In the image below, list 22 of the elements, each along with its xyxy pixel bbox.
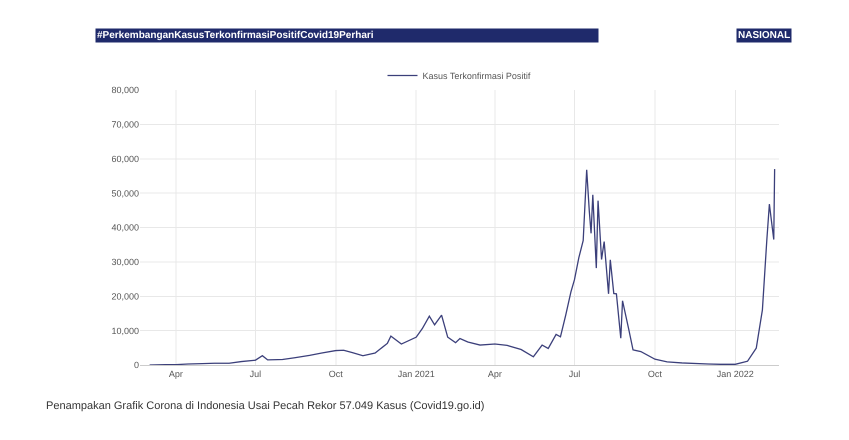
line-series	[148, 168, 776, 365]
x-tick-label: Jul	[568, 368, 580, 379]
x-tick-label: Apr	[488, 368, 502, 379]
x-tick-label: Jan 2021	[398, 368, 435, 379]
y-tick-label: 20,000	[111, 291, 139, 302]
x-tick-label: Jan 2022	[716, 368, 754, 379]
y-tick-label: 0	[134, 360, 139, 370]
y-tick-label: 60,000	[111, 154, 139, 164]
y-tick-label: 40,000	[111, 222, 139, 233]
x-tick-label: Jul	[250, 368, 262, 379]
chart-title: #PerkembanganKasusTerkonfirmasiPositifCovid19Perhari	[97, 30, 374, 41]
y-tick-label: 70,000	[111, 120, 139, 130]
y-tick-label: 50,000	[111, 188, 139, 198]
legend-label: Kasus Terkonfirmasi Positif	[422, 71, 531, 82]
x-tick-label: Oct	[648, 368, 662, 379]
y-tick-label: 30,000	[111, 257, 139, 268]
x-tick-label: Oct	[328, 368, 344, 379]
text: Penampakan Grafik Corona di Indonesia Usai Pecah Rekor 57.049 Kasus (Covid19.go.id)	[46, 400, 484, 412]
chart-subtitle: NASIONAL	[738, 30, 790, 41]
x-tick-label: Apr	[168, 368, 183, 379]
y-tick-label: 10,000	[111, 326, 139, 336]
y-tick-label: 80,000	[111, 85, 139, 96]
